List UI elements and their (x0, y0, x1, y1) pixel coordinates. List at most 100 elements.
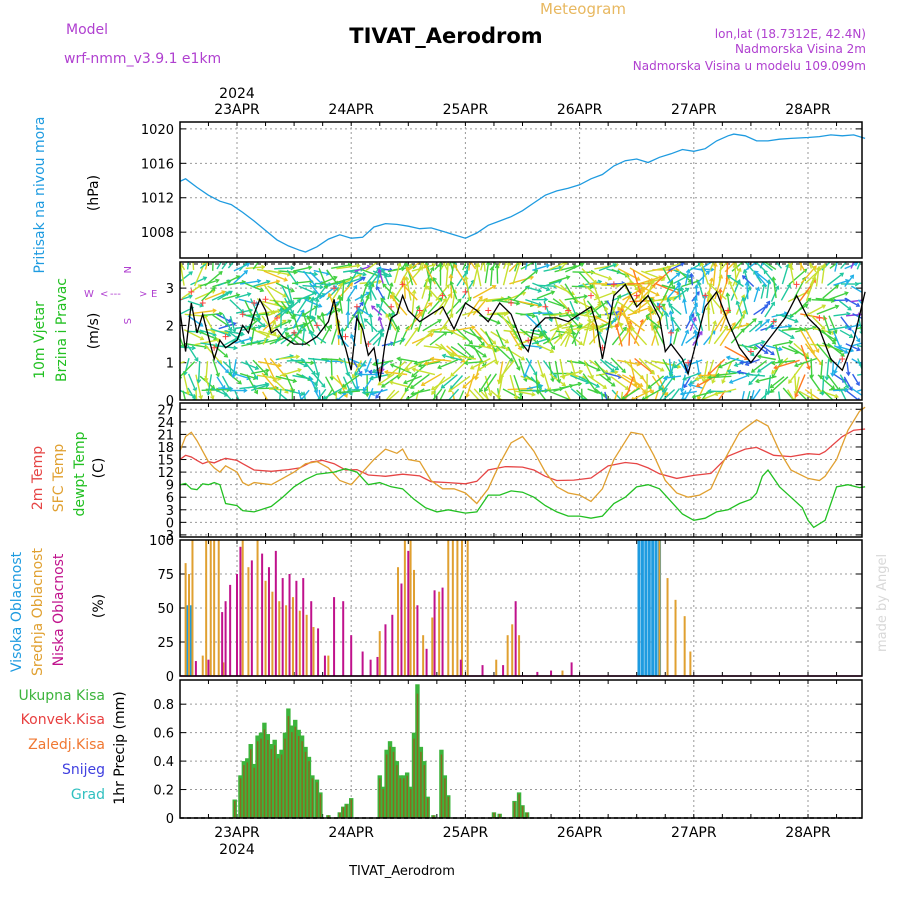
wind-arrowhead (745, 372, 750, 378)
precip-conv-bar (294, 726, 297, 818)
wind-arrowhead (320, 311, 326, 317)
wind-arrowhead (265, 368, 270, 374)
cloud-bar (376, 656, 379, 676)
temperature-series-line (179, 468, 866, 529)
wind-arrow (263, 270, 288, 282)
wind-arrow (509, 331, 522, 351)
wind-arrowhead (429, 266, 435, 272)
wind-arrowhead (362, 387, 367, 392)
wind-arrowhead (689, 272, 695, 278)
wind-arrow (502, 388, 523, 400)
temperature-series-line (179, 428, 866, 485)
cloud-bar (506, 635, 509, 676)
wind-arrow (770, 286, 779, 302)
wind-arrow (399, 389, 408, 400)
wind-arrow (421, 373, 443, 386)
y-tick-label: 0.8 (153, 698, 174, 713)
precip-conv-bar (350, 799, 352, 818)
precip-conv-bar (263, 729, 266, 818)
wind-arrow (746, 282, 749, 300)
wind-arrowhead (187, 253, 191, 256)
wind-arrow (440, 343, 455, 360)
wind-arrow (468, 343, 487, 358)
wind-arrowhead (618, 413, 622, 416)
precip-conv-bar (280, 754, 283, 818)
wind-arrow (506, 316, 518, 339)
wind-arrow (450, 375, 464, 390)
wind-arrow (326, 287, 339, 301)
wind-arrowhead (705, 305, 711, 311)
wind-arrowhead (669, 328, 674, 333)
wind-arrow (227, 262, 235, 269)
wind-arrowhead (803, 252, 806, 256)
wind-arrow (222, 294, 240, 300)
wind-arrow (838, 300, 852, 311)
wind-arrowhead (557, 323, 562, 328)
wind-arrowhead (624, 273, 630, 278)
wind-arrowhead (706, 388, 712, 394)
wind-arrow (360, 294, 369, 315)
temp-ylabel-1: 2m Temp (30, 446, 46, 510)
cloud-bar (310, 601, 313, 676)
wind-arrowhead (612, 407, 615, 411)
wind-arrowhead (478, 388, 484, 393)
wind-arrow (852, 312, 862, 320)
wind-arrow (782, 387, 795, 400)
cloud-bar (561, 670, 564, 676)
wind-arrow (387, 360, 406, 378)
wind-arrowhead (650, 370, 656, 375)
wind-arrow (216, 262, 223, 270)
cloud-bar (441, 587, 444, 676)
wind-arrowhead (733, 362, 739, 367)
wind-arrowhead (744, 281, 750, 286)
wind-arrow (535, 374, 539, 394)
wind-arrow (566, 313, 581, 329)
wind-arrowhead (527, 252, 531, 255)
wind-arrowhead (614, 366, 620, 371)
cloud-bar (637, 540, 641, 676)
wind-arrow (496, 299, 520, 305)
wind-arrowhead (491, 285, 497, 290)
wind-arrowhead (271, 320, 276, 325)
wind-arrowhead (256, 317, 261, 323)
wind-arrowhead (561, 375, 566, 380)
wind-arrow (856, 262, 862, 270)
y-tick-label: 100 (149, 534, 174, 549)
precip-conv-bar (427, 798, 429, 818)
wind-arrowhead (520, 356, 526, 361)
cloud-bar (239, 546, 242, 676)
wind-arrow (336, 264, 360, 270)
wind-arrow (677, 281, 681, 300)
wind-arrow (453, 264, 469, 287)
cloud-ylabel-4: (%) (91, 594, 107, 618)
precip-conv-bar (382, 788, 384, 818)
wind-arrowhead (278, 306, 284, 312)
wind-arrow (244, 282, 264, 292)
wind-arrowhead (736, 279, 741, 284)
wind-arrowhead (668, 303, 673, 308)
wind-arrowhead (685, 274, 690, 279)
wind-arrowhead (713, 391, 719, 397)
wind-arrowhead (715, 372, 720, 378)
wind-arrow (548, 361, 554, 382)
wind-arrowhead (351, 374, 357, 379)
wind-arrow (827, 291, 849, 301)
wind-arrow (781, 315, 799, 323)
wind-arrow (397, 357, 418, 363)
wind-arrowhead (313, 271, 319, 277)
wind-arrow (229, 299, 245, 314)
wind-arrow (258, 338, 281, 345)
wind-arrow (427, 326, 447, 333)
wind-arrow (549, 390, 571, 400)
wind-arrowhead (579, 262, 585, 267)
wind-arrow (486, 313, 507, 316)
wind-arrow (221, 375, 232, 392)
wind-arrow (708, 375, 732, 379)
wind-arrow (415, 329, 435, 347)
wind-arrowhead (460, 358, 466, 363)
wind-arrow (468, 262, 471, 271)
cloud-bar (213, 540, 216, 676)
wind-arrow (630, 327, 648, 346)
wind-arrowhead (211, 251, 215, 254)
wind-legend-e: E (151, 289, 157, 300)
